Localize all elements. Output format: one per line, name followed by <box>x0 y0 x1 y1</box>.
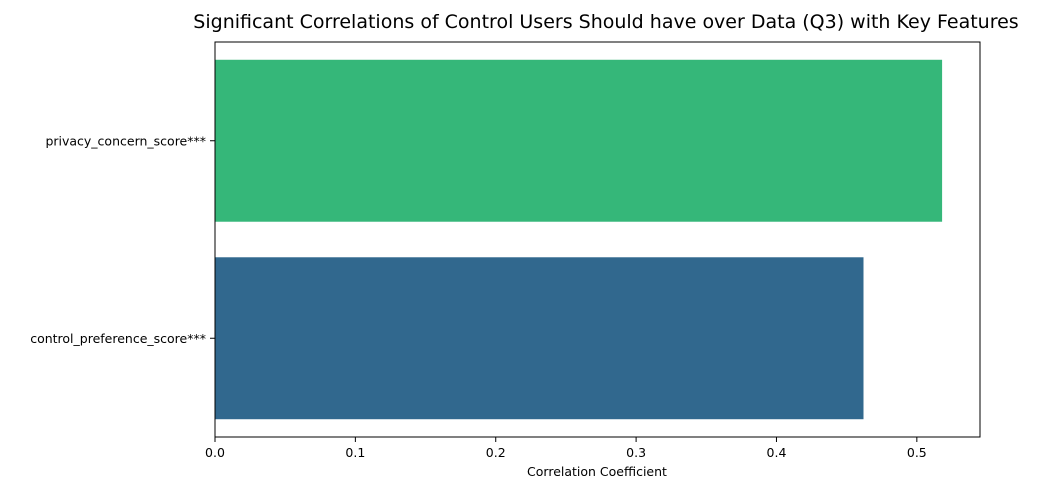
y-tick-label: control_preference_score*** <box>30 331 206 346</box>
bar-1 <box>215 257 864 420</box>
plot-frame <box>214 41 981 438</box>
x-axis: 0.0 0.1 0.2 0.3 0.4 0.5 <box>205 437 927 460</box>
bar-group <box>215 59 943 420</box>
bar-0 <box>215 59 943 222</box>
x-tick-label: 0.1 <box>345 445 365 460</box>
x-tick-label: 0.4 <box>767 445 787 460</box>
y-tick-label: privacy_concern_score*** <box>45 133 206 148</box>
x-tick-label: 0.3 <box>626 445 646 460</box>
x-axis-label: Correlation Coefficient <box>527 464 667 479</box>
x-tick-label: 0.0 <box>205 445 225 460</box>
x-tick-label: 0.2 <box>486 445 506 460</box>
x-tick-label: 0.5 <box>907 445 927 460</box>
chart-title: Significant Correlations of Control User… <box>193 11 1018 33</box>
y-axis: privacy_concern_score*** control_preferen… <box>30 133 215 346</box>
